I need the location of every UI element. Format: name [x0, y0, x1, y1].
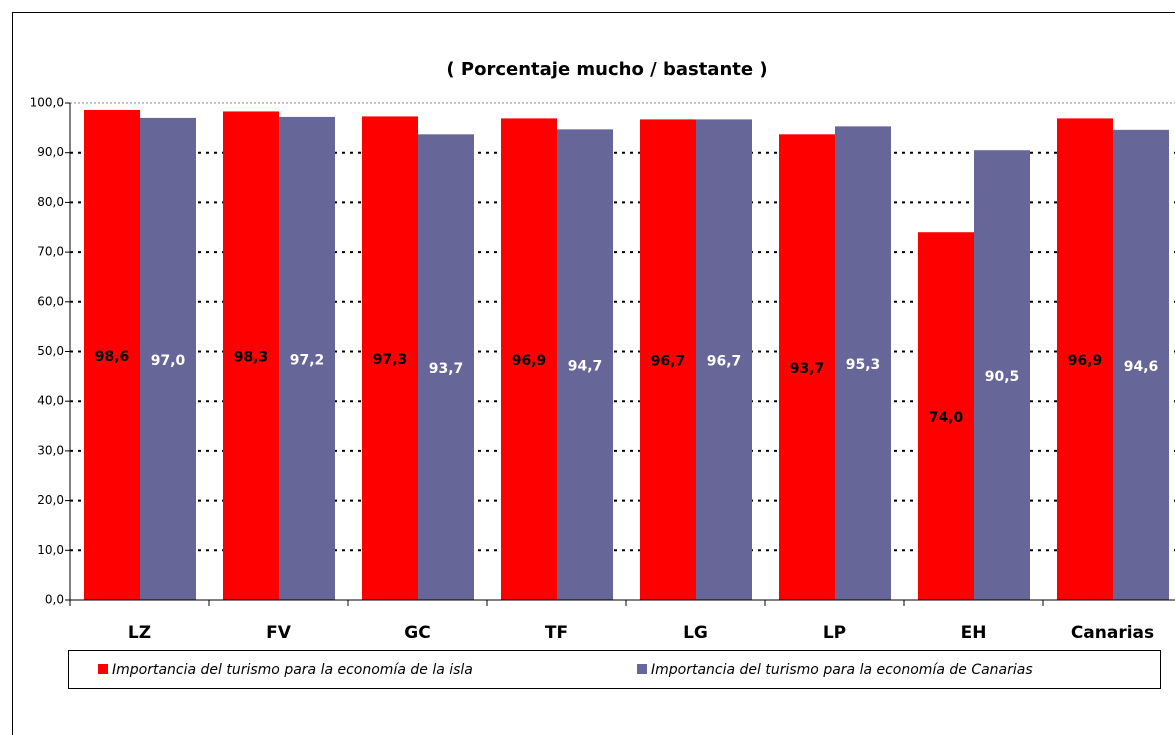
bar: [279, 116, 335, 600]
data-label: 96,9: [512, 353, 547, 369]
data-label: 96,7: [651, 354, 686, 370]
bar: [918, 232, 974, 600]
bar: [696, 119, 752, 600]
data-label: 90,5: [985, 369, 1020, 385]
bar: [640, 119, 696, 600]
y-tick-label: 60,0: [37, 294, 64, 308]
bar: [223, 111, 279, 600]
data-label: 94,7: [568, 359, 603, 375]
bar: [84, 109, 140, 600]
x-tick-label: LG: [683, 623, 708, 643]
y-tick-label: 20,0: [37, 493, 64, 507]
legend: [68, 650, 1161, 689]
y-tick-label: 70,0: [37, 245, 64, 259]
y-tick-label: 90,0: [37, 145, 64, 159]
data-label: 97,0: [151, 353, 186, 369]
y-tick-label: 50,0: [37, 344, 64, 358]
x-tick-label: LZ: [128, 623, 151, 643]
bar: [362, 116, 418, 600]
data-label: 94,6: [1124, 359, 1159, 375]
data-label: 97,2: [290, 352, 325, 368]
data-label: 93,7: [429, 361, 464, 377]
data-label: 74,0: [929, 410, 964, 426]
data-label: 97,3: [373, 352, 408, 368]
x-tick-label: TF: [545, 623, 568, 643]
y-tick-label: 30,0: [37, 443, 64, 457]
bar: [501, 118, 557, 601]
y-tick-label: 0,0: [45, 593, 64, 607]
bar: [418, 134, 474, 600]
bar: [140, 117, 196, 600]
bar: [974, 150, 1030, 600]
bar: [1113, 129, 1169, 600]
legend-label: Importancia del turismo para la economía…: [112, 662, 473, 678]
bar: [779, 134, 835, 600]
data-label: 98,3: [234, 350, 269, 366]
data-label: 93,7: [790, 361, 825, 377]
y-tick-label: 40,0: [37, 394, 64, 408]
data-label: 98,6: [95, 349, 130, 365]
data-label: 95,3: [846, 357, 881, 373]
y-tick-label: 80,0: [37, 195, 64, 209]
x-tick-label: GC: [404, 623, 430, 643]
bar: [1057, 118, 1113, 601]
chart-title: ( Porcentaje mucho / bastante ): [446, 59, 767, 80]
y-tick-label: 100,0: [30, 96, 64, 110]
bar: [835, 126, 891, 600]
y-tick-label: 10,0: [37, 543, 64, 557]
x-tick-label: FV: [266, 623, 292, 643]
legend-swatch: [98, 664, 108, 674]
legend-swatch: [637, 664, 647, 674]
bar: [557, 129, 613, 600]
data-label: 96,9: [1068, 353, 1103, 369]
x-tick-label: Canarias: [1071, 623, 1154, 643]
data-label: 96,7: [707, 354, 742, 370]
legend-label: Importancia del turismo para la economía…: [651, 662, 1033, 678]
x-tick-label: LP: [823, 623, 846, 643]
x-tick-label: EH: [961, 623, 987, 643]
